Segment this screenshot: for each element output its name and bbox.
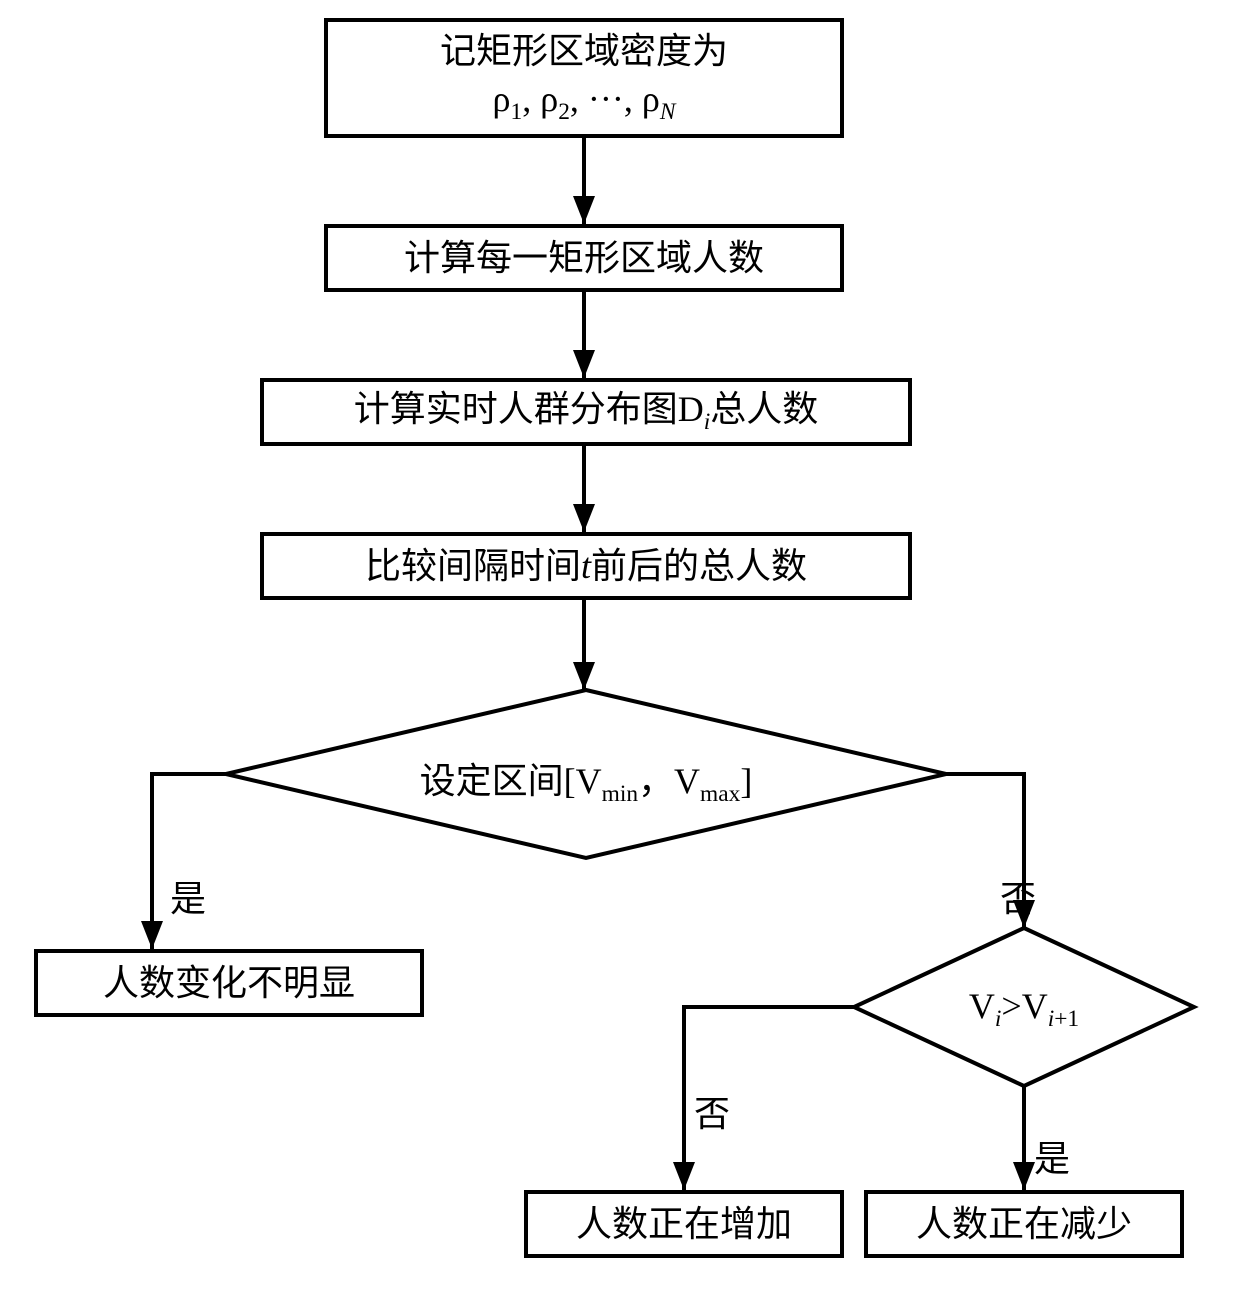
node-n8: 人数正在增加	[524, 1190, 844, 1258]
node-text: 计算实时人群分布图Di总人数	[354, 385, 819, 439]
diamond-n5	[226, 690, 946, 858]
node-n6: 人数变化不明显	[34, 949, 424, 1017]
arrowhead	[573, 350, 595, 378]
arrowhead	[673, 1162, 695, 1190]
diamond-text-n5: 设定区间[Vmin，Vmax]	[226, 752, 946, 808]
node-text: 比较间隔时间t前后的总人数	[365, 542, 807, 591]
node-n1: 记矩形区域密度为ρ1, ρ2, ···, ρN	[324, 18, 844, 138]
node-n9: 人数正在减少	[864, 1190, 1184, 1258]
node-n2: 计算每一矩形区域人数	[324, 224, 844, 292]
diamond-text-n7: Vi>Vi+1	[854, 985, 1194, 1033]
node-text: 人数正在减少	[916, 1200, 1132, 1249]
node-n4: 比较间隔时间t前后的总人数	[260, 532, 912, 600]
flowchart-arrows	[0, 0, 1240, 1292]
diamond-n7	[854, 928, 1194, 1086]
arrowhead	[573, 196, 595, 224]
edge-label-是: 是	[170, 870, 206, 922]
edge-label-否: 否	[694, 1085, 730, 1137]
arrowhead	[573, 662, 595, 690]
node-text: 人数变化不明显	[103, 959, 355, 1008]
edge-label-否: 否	[1000, 870, 1036, 922]
node-text: 记矩形区域密度为ρ1, ρ2, ···, ρN	[440, 27, 728, 129]
edge-n5-n6	[152, 774, 226, 949]
node-n3: 计算实时人群分布图Di总人数	[260, 378, 912, 446]
edge-label-是: 是	[1034, 1130, 1070, 1182]
arrowhead	[573, 504, 595, 532]
arrowhead	[141, 921, 163, 949]
node-text: 计算每一矩形区域人数	[404, 234, 764, 283]
arrowhead	[1013, 1162, 1035, 1190]
node-text: 人数正在增加	[576, 1200, 792, 1249]
